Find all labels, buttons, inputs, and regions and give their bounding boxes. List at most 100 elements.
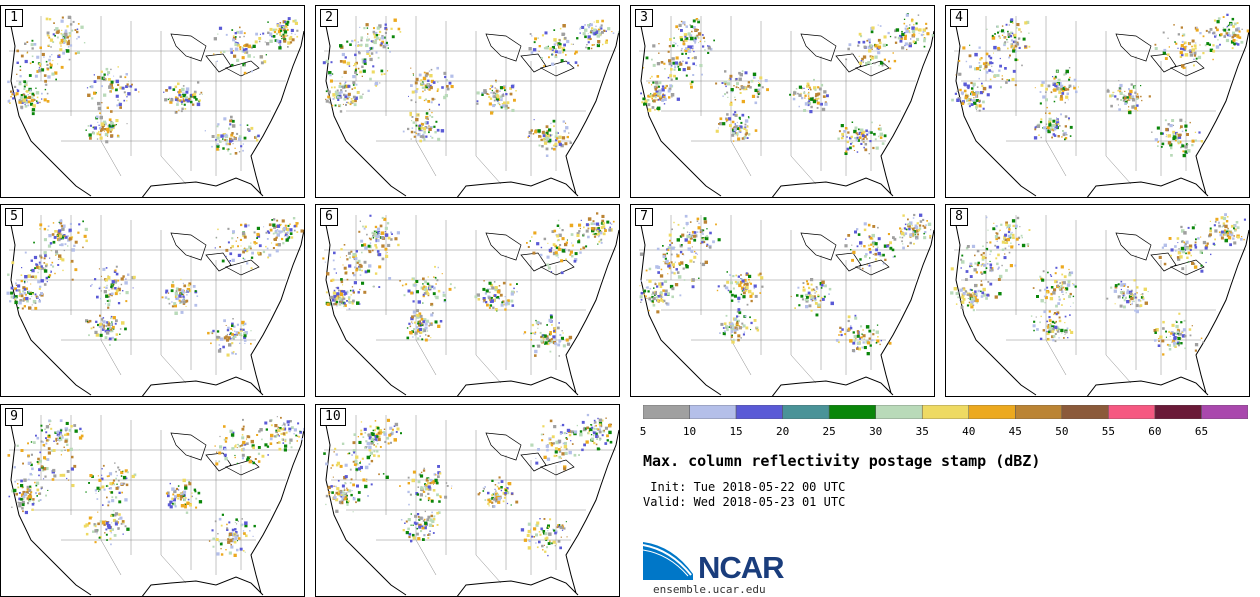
reflectivity-pixel — [110, 286, 114, 290]
reflectivity-pixel — [1070, 330, 1074, 334]
reflectivity-pixel — [199, 93, 201, 95]
reflectivity-pixel — [601, 30, 604, 34]
reflectivity-pixel — [1200, 337, 1203, 340]
reflectivity-pixel — [1134, 91, 1137, 94]
reflectivity-pixel — [419, 139, 422, 143]
reflectivity-pixel — [67, 40, 70, 44]
reflectivity-pixel — [38, 266, 42, 269]
reflectivity-pixel — [387, 243, 391, 247]
reflectivity-pixel — [296, 29, 299, 32]
reflectivity-pixel — [278, 230, 281, 233]
reflectivity-pixel — [654, 88, 658, 91]
reflectivity-pixel — [674, 261, 676, 263]
reflectivity-pixel — [46, 100, 50, 103]
reflectivity-pixel — [12, 295, 17, 299]
reflectivity-pixel — [289, 35, 293, 39]
reflectivity-pixel — [988, 55, 991, 58]
reflectivity-pixel — [861, 134, 865, 138]
reflectivity-pixel — [423, 86, 426, 89]
reflectivity-pixel — [1033, 136, 1038, 140]
reflectivity-pixel — [863, 146, 865, 149]
reflectivity-pixel — [216, 125, 219, 128]
reflectivity-pixel — [294, 21, 298, 25]
reflectivity-pixel — [647, 99, 650, 102]
reflectivity-pixel — [1161, 339, 1165, 343]
reflectivity-pixel — [744, 71, 748, 75]
reflectivity-pixel — [227, 149, 229, 152]
reflectivity-pixel — [354, 53, 357, 57]
reflectivity-pixel — [428, 125, 430, 127]
reflectivity-pixel — [1177, 257, 1181, 261]
reflectivity-pixel — [43, 227, 47, 231]
reflectivity-pixel — [325, 98, 327, 100]
reflectivity-pixel — [342, 60, 346, 64]
reflectivity-pixel — [418, 312, 422, 316]
reflectivity-pixel — [27, 100, 31, 104]
reflectivity-pixel — [667, 246, 671, 249]
reflectivity-pixel — [684, 38, 686, 40]
reflectivity-pixel — [35, 295, 38, 298]
reflectivity-pixel — [430, 101, 433, 104]
reflectivity-pixel — [413, 328, 416, 331]
reflectivity-pixel — [340, 298, 344, 302]
reflectivity-pixel — [54, 272, 56, 275]
reflectivity-pixel — [415, 124, 418, 127]
reflectivity-pixel — [644, 293, 646, 295]
reflectivity-pixel — [1028, 32, 1030, 34]
reflectivity-pixel — [343, 93, 346, 97]
reflectivity-pixel — [600, 34, 602, 36]
reflectivity-pixel — [401, 284, 404, 287]
reflectivity-pixel — [219, 348, 222, 350]
member-number-label: 4 — [950, 9, 968, 27]
reflectivity-pixel — [171, 301, 173, 303]
reflectivity-pixel — [280, 35, 283, 37]
reflectivity-pixel — [383, 217, 387, 221]
reflectivity-pixel — [510, 85, 515, 89]
reflectivity-pixel — [117, 279, 120, 282]
reflectivity-pixel — [684, 214, 688, 218]
reflectivity-pixel — [229, 260, 231, 262]
reflectivity-pixel — [1158, 340, 1160, 342]
reflectivity-pixel — [869, 251, 872, 254]
reflectivity-pixel — [655, 90, 659, 94]
reflectivity-pixel — [40, 256, 43, 259]
reflectivity-pixel — [1182, 48, 1185, 51]
reflectivity-pixel — [1194, 241, 1197, 244]
reflectivity-pixel — [985, 52, 989, 56]
reflectivity-pixel — [712, 240, 715, 244]
reflectivity-pixel — [380, 69, 384, 73]
reflectivity-pixel — [806, 85, 809, 88]
reflectivity-pixel — [503, 303, 505, 306]
reflectivity-pixel — [746, 303, 749, 306]
reflectivity-pixel — [263, 60, 267, 64]
reflectivity-pixel — [340, 280, 344, 284]
reflectivity-pixel — [170, 98, 174, 102]
reflectivity-pixel — [64, 33, 68, 37]
reflectivity-pixel — [860, 60, 863, 62]
reflectivity-pixel — [131, 83, 133, 86]
reflectivity-pixel — [39, 254, 42, 258]
reflectivity-pixel — [1055, 322, 1057, 324]
reflectivity-pixel — [325, 99, 329, 103]
reflectivity-pixel — [107, 306, 110, 309]
reflectivity-pixel — [58, 221, 60, 223]
reflectivity-pixel — [1164, 57, 1168, 60]
reflectivity-pixel — [1055, 304, 1058, 308]
reflectivity-pixel — [547, 339, 550, 342]
reflectivity-pixel — [558, 43, 562, 46]
reflectivity-pixel — [1060, 88, 1063, 91]
reflectivity-pixel — [979, 66, 981, 69]
reflectivity-pixel — [545, 154, 549, 157]
reflectivity-pixel — [1129, 89, 1133, 94]
reflectivity-pixel — [283, 230, 285, 233]
reflectivity-pixel — [1058, 298, 1061, 301]
reflectivity-pixel — [732, 140, 735, 142]
reflectivity-pixel — [1047, 338, 1049, 340]
reflectivity-pixel — [436, 66, 439, 70]
reflectivity-pixel — [963, 82, 967, 86]
reflectivity-pixel — [866, 138, 868, 140]
reflectivity-pixel — [426, 117, 429, 120]
reflectivity-pixel — [1205, 261, 1207, 264]
reflectivity-pixel — [192, 103, 195, 106]
reflectivity-pixel — [531, 35, 533, 37]
